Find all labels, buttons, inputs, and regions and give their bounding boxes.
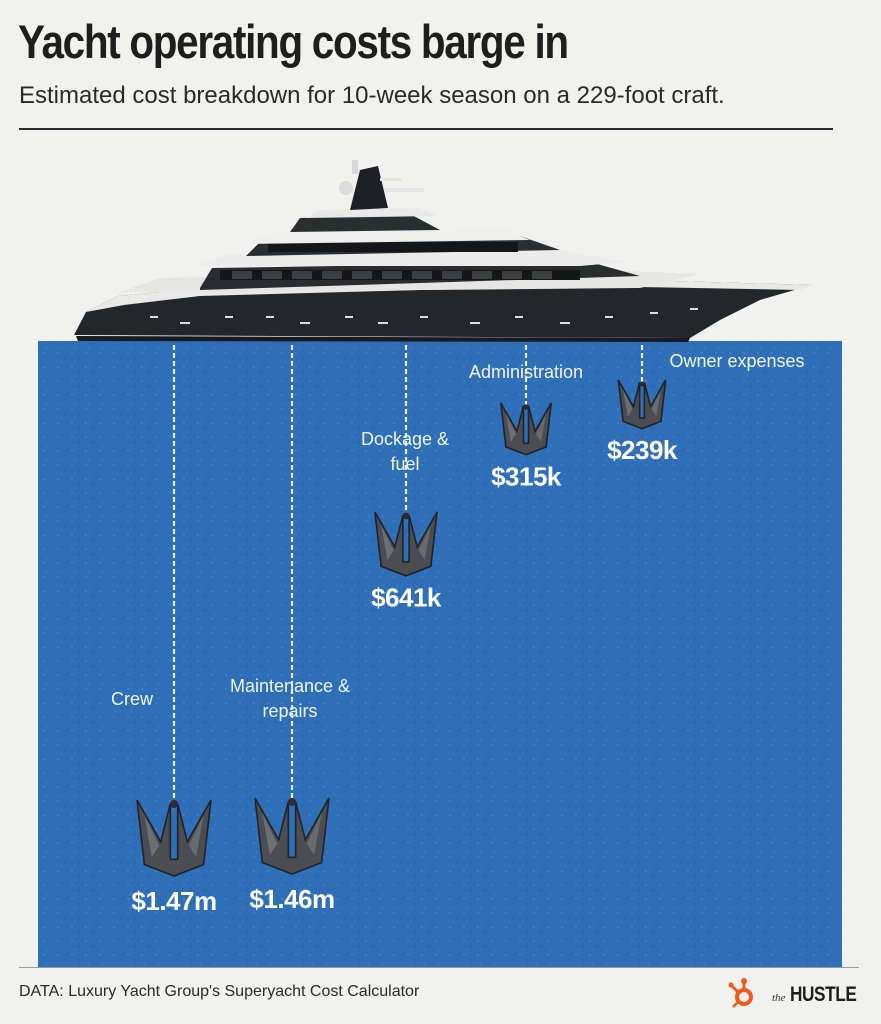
anchor-ring xyxy=(288,798,296,806)
anchor-highlight xyxy=(144,815,160,857)
category-label-line: fuel xyxy=(390,454,419,474)
anchor-ring xyxy=(639,381,645,387)
logo-wordmark: HUSTLE xyxy=(790,983,857,1006)
header-divider xyxy=(19,128,833,130)
anchor-highlight xyxy=(651,389,661,417)
anchor-depth-chart: $1.47m $1.46m $641k $315k $239k Crew Maintenan… xyxy=(38,160,842,968)
anchor-shape xyxy=(136,799,212,877)
anchor-shape xyxy=(617,379,667,430)
category-label-line: repairs xyxy=(262,701,317,721)
footer-divider xyxy=(19,967,859,968)
category-label-line: Administration xyxy=(469,362,583,382)
anchor-highlight xyxy=(418,524,431,560)
category-label: Maintenance & repairs xyxy=(230,676,350,721)
category-label: Dockage & fuel xyxy=(361,429,449,474)
anchor-2: $1.46m xyxy=(249,345,335,914)
category-label-line: Maintenance & xyxy=(230,676,350,696)
category-label: Crew xyxy=(111,689,154,709)
anchor-5: $239k xyxy=(607,345,678,465)
category-label-line: Owner expenses xyxy=(669,351,804,371)
data-source: DATA: Luxury Yacht Group's Superyacht Co… xyxy=(19,983,420,1000)
anchor-highlight xyxy=(306,813,322,855)
anchor-highlight xyxy=(505,413,516,442)
anchor-4: $315k xyxy=(491,345,562,491)
value-label: $315k xyxy=(491,461,562,491)
anchor-highlight xyxy=(623,389,633,417)
value-label: $1.46m xyxy=(249,884,334,914)
value-label: $239k xyxy=(607,435,678,465)
value-label: $1.47m xyxy=(131,886,216,916)
anchor-highlight xyxy=(536,413,547,442)
category-label: Owner expenses xyxy=(669,351,804,371)
yacht-illustration xyxy=(74,160,812,342)
anchor-highlight xyxy=(188,815,204,857)
category-label-line: Dockage & xyxy=(361,429,449,449)
category-label-line: Crew xyxy=(111,689,154,709)
anchor-highlight xyxy=(262,813,278,855)
category-label: Administration xyxy=(469,362,583,382)
chart-subtitle: Estimated cost breakdown for 10-week sea… xyxy=(19,82,725,109)
anchor-shape xyxy=(374,511,438,577)
anchor-shape xyxy=(500,402,552,456)
hubspot-sprocket-icon xyxy=(728,978,753,1008)
value-label: $641k xyxy=(371,582,442,612)
anchor-1: $1.47m xyxy=(131,345,217,916)
anchor-ring xyxy=(402,512,410,520)
anchor-3: $641k xyxy=(371,345,442,612)
anchor-shape xyxy=(254,797,330,875)
anchor-ring xyxy=(523,404,529,410)
chart-title: Yacht operating costs barge in xyxy=(18,15,569,68)
anchor-ring xyxy=(170,800,178,808)
anchor-highlight xyxy=(381,524,394,560)
logo-the-text: the xyxy=(772,992,786,1004)
